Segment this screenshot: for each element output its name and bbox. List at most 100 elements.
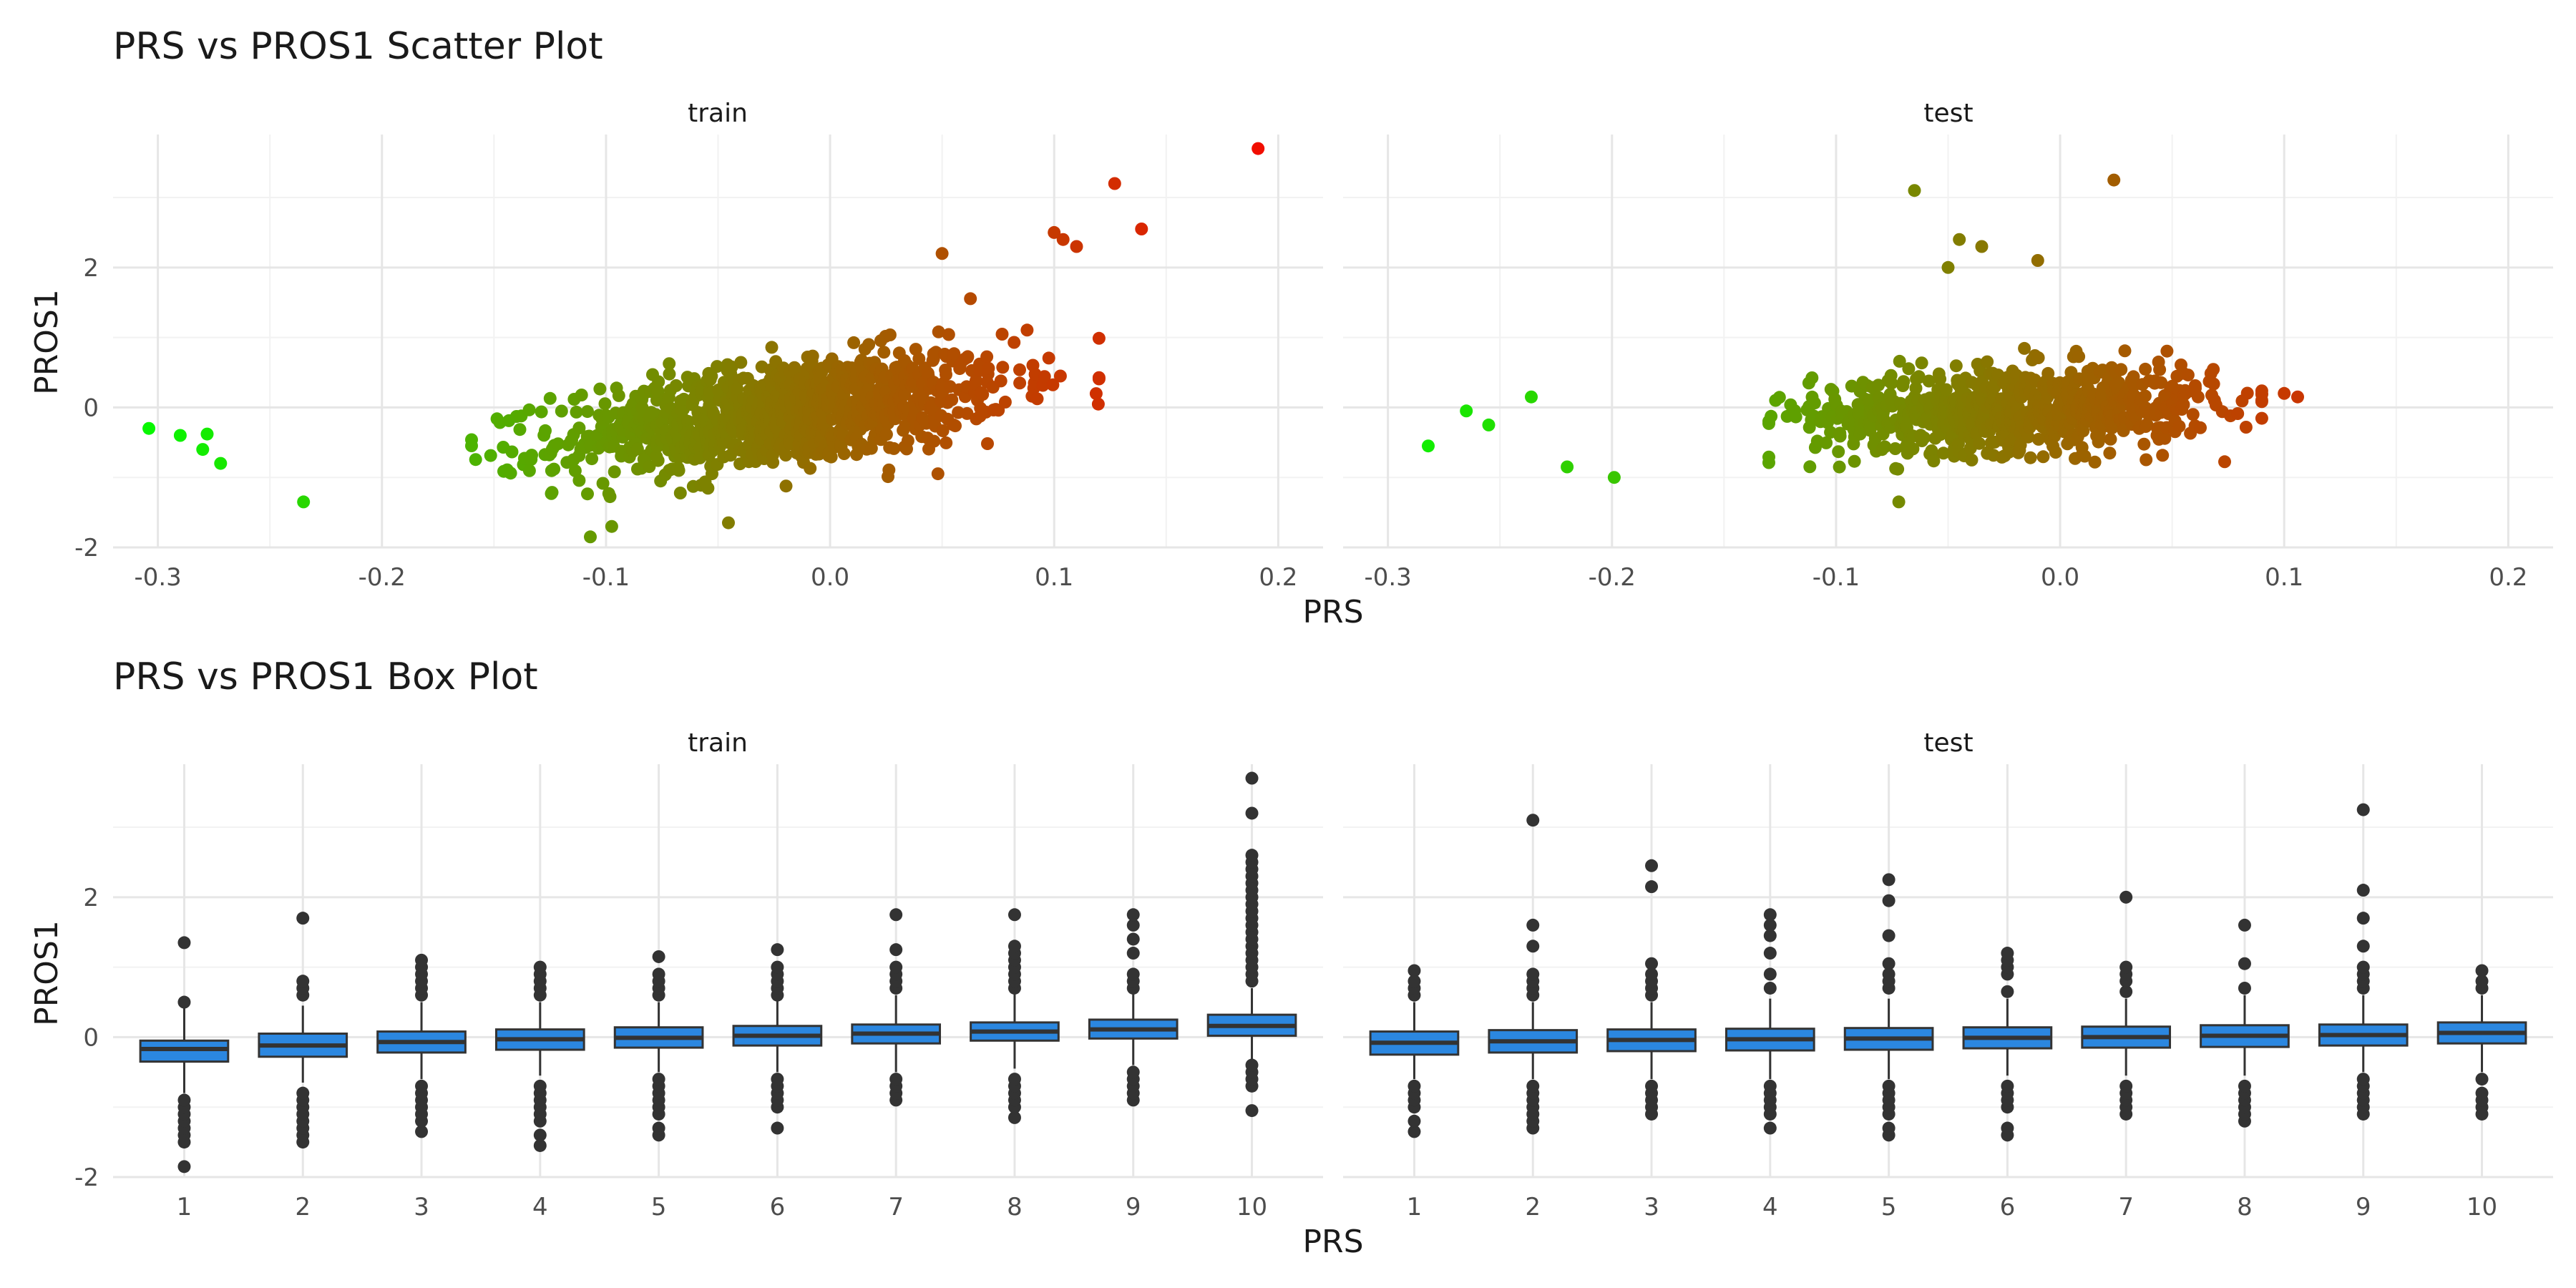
outlier-point — [533, 1128, 547, 1142]
scatter-point — [2002, 445, 2016, 459]
box-8 — [970, 908, 1060, 1124]
scatter-point — [1885, 376, 1898, 390]
scatter-point — [1803, 460, 1817, 474]
x-tick-label: -0.2 — [1589, 563, 1636, 592]
outlier-point — [1245, 1104, 1259, 1118]
outlier-point — [177, 1160, 191, 1174]
scatter-point — [2021, 430, 2035, 444]
scatter-point — [1820, 436, 1833, 449]
outlier-point — [1245, 849, 1259, 862]
scatter-point — [898, 388, 912, 401]
scatter-point — [2172, 419, 2186, 433]
scatter-point — [940, 368, 952, 381]
outlier-point — [1763, 918, 1777, 932]
scatter-point — [663, 367, 676, 381]
x-tick-label: 7 — [2118, 1193, 2134, 1221]
scatter-panel-test: -0.3 -0.2 -0.1 0.0 0.1 0.2 — [1343, 135, 2553, 592]
scatter-point — [2041, 366, 2055, 380]
scatter-point — [2139, 362, 2152, 376]
scatter-point — [1908, 184, 1921, 197]
x-tick-label: 9 — [2356, 1193, 2371, 1221]
scatter-point — [701, 482, 715, 495]
scatter-point — [1765, 409, 1778, 423]
scatter-point — [847, 336, 861, 349]
scatter-point — [1975, 240, 1989, 253]
box-1 — [139, 936, 230, 1174]
scatter-point — [995, 328, 1009, 341]
scatter-point — [1482, 418, 1496, 431]
scatter-point — [1008, 336, 1021, 349]
scatter-point — [2278, 386, 2291, 400]
box-3 — [376, 953, 467, 1138]
outlier-point — [1645, 967, 1659, 981]
scatter-point — [297, 495, 311, 509]
scatter-point — [465, 439, 478, 452]
outlier-point — [2001, 1079, 2014, 1093]
scatter-point — [949, 419, 962, 433]
outlier-point — [1763, 1121, 1777, 1135]
x-tick-label: 0.2 — [2489, 563, 2527, 592]
x-tick-label: 0.0 — [2041, 563, 2079, 592]
scatter-point — [1089, 387, 1103, 401]
outlier-point — [2119, 985, 2133, 998]
outlier-point — [1407, 964, 1421, 977]
outlier-point — [889, 1073, 903, 1086]
scatter-point — [945, 393, 959, 406]
scatter-point — [1092, 331, 1106, 345]
scatter-point — [173, 429, 187, 442]
box-6 — [1962, 947, 2053, 1142]
scatter-point — [522, 403, 536, 416]
scatter-point — [2138, 389, 2152, 403]
scatter-point — [1893, 354, 1906, 368]
scatter-point — [2103, 447, 2117, 460]
x-tick-label: -0.2 — [358, 563, 406, 592]
scatter-point — [824, 450, 838, 464]
scatter-point — [927, 434, 941, 448]
outlier-point — [177, 936, 191, 950]
x-tick-label: 5 — [651, 1193, 667, 1221]
x-tick-label: 10 — [2467, 1193, 2497, 1221]
scatter-x-axis-label: PRS — [1302, 594, 1363, 630]
scatter-point — [1762, 450, 1775, 464]
scatter-point — [2207, 377, 2220, 391]
scatter-point — [932, 325, 945, 338]
box-9 — [1088, 908, 1179, 1107]
scatter-point — [961, 350, 975, 364]
scatter-point — [598, 397, 612, 411]
scatter-point — [2031, 254, 2044, 267]
outlier-point — [889, 960, 903, 974]
scatter-point — [585, 452, 599, 466]
scatter-point — [804, 462, 817, 475]
scatter-point — [1135, 223, 1148, 235]
scatter-point — [2112, 376, 2126, 389]
outlier-point — [1126, 967, 1140, 981]
scatter-point — [2036, 450, 2050, 464]
scatter-point — [608, 465, 621, 479]
scatter-point — [2155, 376, 2168, 389]
outlier-point — [415, 1079, 429, 1093]
scatter-point — [1927, 454, 1941, 468]
box-10 — [2436, 964, 2527, 1121]
scatter-point — [2186, 408, 2200, 421]
scatter-point — [2078, 449, 2092, 463]
outlier-point — [1407, 975, 1421, 988]
scatter-point — [2240, 386, 2254, 400]
scatter-point — [1833, 429, 1847, 443]
x-tick-label: -0.1 — [1813, 563, 1860, 592]
scatter-point — [2291, 390, 2304, 404]
scatter-point — [765, 341, 779, 354]
scatter-point — [766, 456, 780, 469]
scatter-point — [652, 375, 665, 389]
outlier-point — [1126, 947, 1140, 960]
scatter-point — [862, 381, 876, 394]
scatter-point — [2153, 363, 2167, 376]
scatter-point — [806, 349, 819, 363]
outlier-point — [1882, 1079, 1896, 1093]
scatter-point — [469, 453, 482, 467]
scatter-point — [1892, 495, 1906, 509]
scatter-point — [982, 361, 995, 375]
scatter-point — [2218, 455, 2231, 469]
scatter-point — [2207, 363, 2220, 376]
box-5 — [1843, 873, 1934, 1142]
scatter-point — [976, 388, 990, 401]
